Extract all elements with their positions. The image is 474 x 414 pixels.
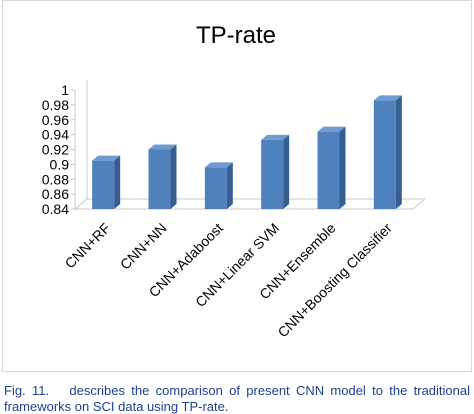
tp-rate-chart: TP-rate 0.840.860.880.90.920.940.960.981… bbox=[42, 22, 426, 341]
y-tick-label: 0.9 bbox=[50, 156, 70, 172]
bar-front bbox=[148, 149, 171, 209]
bar bbox=[148, 144, 177, 209]
figure-caption: Fig. 11. describes the comparison of pre… bbox=[4, 383, 470, 414]
y-tick-label: 0.86 bbox=[42, 186, 69, 202]
floor-edge-right bbox=[412, 198, 426, 210]
bar-front bbox=[92, 160, 115, 209]
caption-text: describes the comparison of present CNN … bbox=[4, 383, 470, 414]
bar bbox=[261, 134, 290, 209]
x-category-label: CNN+Boosting Classifier bbox=[274, 220, 395, 341]
y-tick-label: 0.98 bbox=[42, 97, 69, 113]
bar-front bbox=[204, 167, 227, 209]
bar bbox=[204, 162, 233, 209]
chart-frame: TP-rate 0.84 0.86 0.88 0.9 0.92 0.94 0.96 0.98 1… bbox=[2, 0, 472, 372]
bars-layer bbox=[92, 95, 402, 209]
caption-figure-label: Fig. 11. bbox=[4, 383, 50, 398]
y-tick-label: 0.92 bbox=[42, 142, 69, 158]
y-tick-label: 1 bbox=[61, 82, 69, 98]
bar-top bbox=[261, 134, 290, 140]
bar bbox=[317, 126, 346, 209]
bar-top bbox=[148, 144, 177, 150]
bar bbox=[92, 155, 121, 209]
bar-top bbox=[317, 126, 346, 132]
x-category-label: CNN+NN bbox=[117, 220, 170, 273]
chart-title: TP-rate bbox=[196, 22, 276, 49]
x-category-label: CNN+RF bbox=[62, 220, 114, 272]
bar-top bbox=[373, 95, 402, 101]
bar-front bbox=[317, 131, 340, 209]
bar-top bbox=[204, 162, 233, 168]
bar-front bbox=[373, 100, 396, 209]
bar-side bbox=[283, 134, 290, 209]
bar-front bbox=[261, 139, 284, 209]
bar-side bbox=[170, 144, 177, 209]
bar-top bbox=[92, 155, 121, 161]
bar-side bbox=[226, 162, 233, 209]
axis-layer: 0.840.860.880.90.920.940.960.981 bbox=[42, 80, 426, 217]
bar-side bbox=[114, 155, 121, 209]
floor-edge-left bbox=[74, 198, 88, 210]
y-tick-label: 0.94 bbox=[42, 127, 69, 143]
bar-side bbox=[339, 126, 346, 209]
y-tick-label: 0.96 bbox=[42, 112, 69, 128]
bar-side bbox=[395, 95, 402, 209]
bar bbox=[373, 95, 402, 209]
y-tick-label: 0.84 bbox=[42, 201, 69, 217]
y-tick-label: 0.88 bbox=[42, 171, 69, 187]
